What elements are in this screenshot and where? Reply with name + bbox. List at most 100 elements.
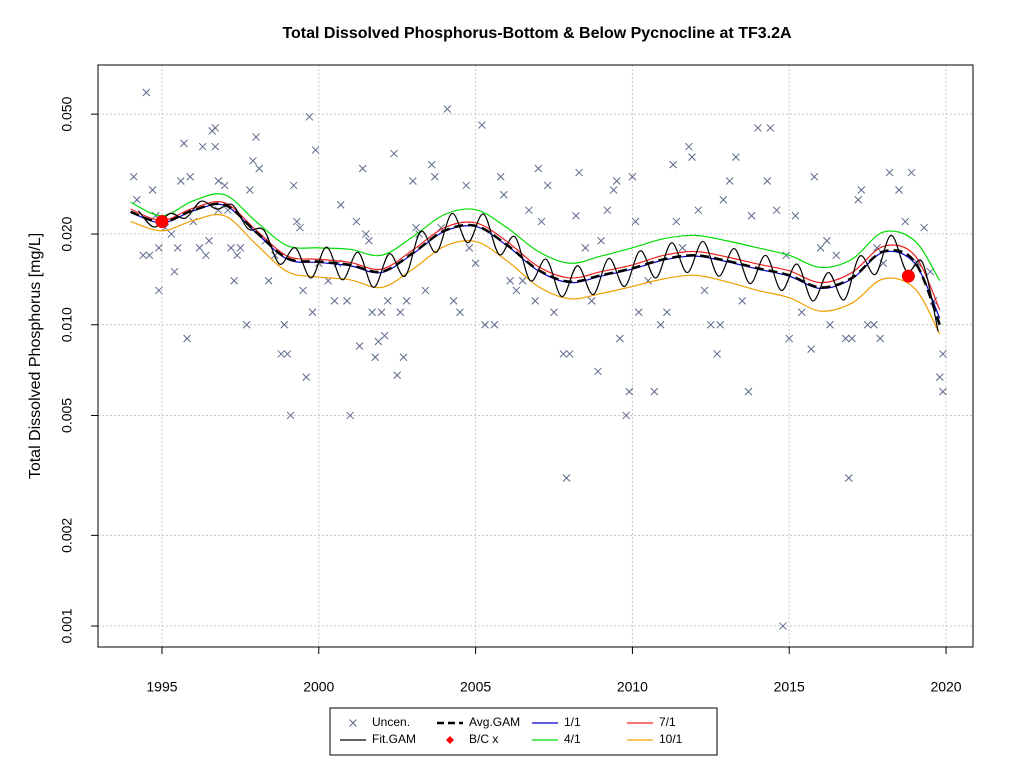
point-stroke [907, 168, 916, 177]
data-point [791, 211, 800, 220]
point-stroke [343, 297, 351, 305]
point-stroke [822, 236, 831, 245]
data-point [371, 353, 380, 362]
data-point [747, 211, 756, 220]
point-stroke [305, 112, 314, 121]
data-point [496, 172, 505, 181]
data-point [402, 297, 411, 305]
data-point [336, 201, 345, 209]
data-point [292, 217, 301, 226]
data-point [628, 172, 637, 181]
point-stroke [202, 251, 210, 260]
point-stroke [412, 223, 420, 232]
data-point [145, 251, 154, 260]
point-stroke [277, 350, 286, 358]
point-stroke [211, 124, 220, 132]
point-stroke [292, 217, 301, 226]
data-point [531, 297, 540, 305]
y-tick-label: 0.005 [59, 398, 75, 433]
point-stroke [512, 286, 521, 295]
point-stroke [214, 177, 223, 185]
data-point [142, 88, 151, 97]
data-point [669, 160, 678, 169]
legend-box [329, 707, 718, 756]
data-point [249, 156, 257, 165]
point-stroke [399, 353, 408, 362]
data-point [650, 387, 659, 396]
point-stroke [346, 411, 355, 420]
data-point [176, 177, 185, 185]
point-stroke [634, 308, 643, 317]
data-point [358, 164, 367, 173]
data-point [211, 142, 220, 151]
data-point [713, 350, 721, 358]
data-point [565, 350, 574, 358]
data-point [826, 320, 834, 329]
point-stroke [550, 308, 558, 317]
legend-label: 4/1 [564, 732, 581, 746]
point-stroke [173, 243, 182, 252]
point-stroke [612, 177, 621, 185]
point-stroke [154, 286, 163, 295]
data-point [499, 190, 508, 199]
point-stroke [616, 334, 624, 343]
point-stroke [913, 259, 922, 268]
plot-frame [97, 64, 974, 648]
data-point [575, 168, 583, 177]
point-stroke [779, 622, 787, 630]
data-point [625, 387, 634, 396]
point-stroke [195, 243, 204, 252]
legend-label: Fit.GAM [372, 732, 416, 746]
point-stroke [280, 320, 289, 329]
data-point [277, 350, 286, 358]
data-point [409, 177, 417, 185]
data-point [242, 320, 251, 329]
point-stroke [537, 217, 546, 226]
data-point [343, 297, 351, 305]
series-line [130, 193, 941, 282]
point-stroke [252, 133, 260, 141]
point-stroke [844, 474, 853, 482]
point-stroke [311, 146, 320, 154]
point-stroke [939, 350, 947, 358]
point-stroke [713, 350, 721, 358]
point-stroke [706, 320, 715, 329]
point-stroke [361, 230, 370, 238]
data-point [148, 186, 157, 194]
data-point [706, 320, 715, 329]
point-stroke [205, 236, 213, 245]
point-stroke [255, 164, 264, 173]
data-point [797, 308, 806, 317]
data-point [308, 308, 317, 317]
data-point [430, 172, 439, 181]
point-stroke [631, 217, 640, 226]
data-point [198, 142, 207, 151]
data-point [779, 622, 787, 630]
point-stroke [289, 181, 298, 190]
data-point [233, 251, 242, 260]
data-point [612, 177, 621, 185]
point-stroke [572, 211, 580, 220]
data-point [167, 230, 176, 238]
point-stroke [236, 243, 245, 252]
legend-label: 10/1 [659, 732, 683, 746]
point-stroke [559, 350, 568, 358]
data-point [456, 308, 464, 317]
point-stroke [575, 168, 583, 177]
data-point [471, 259, 480, 268]
data-point [299, 286, 307, 295]
point-stroke [797, 308, 806, 317]
data-point [763, 177, 772, 185]
point-stroke [939, 387, 947, 396]
point-stroke [672, 217, 681, 226]
x-tick-label: 2020 [930, 679, 961, 695]
data-point [393, 371, 402, 380]
point-stroke [308, 308, 317, 317]
data-point [810, 172, 819, 181]
legend-label: B/C x [469, 732, 498, 746]
point-stroke [688, 153, 696, 161]
data-point [352, 217, 361, 226]
data-point [907, 168, 916, 177]
